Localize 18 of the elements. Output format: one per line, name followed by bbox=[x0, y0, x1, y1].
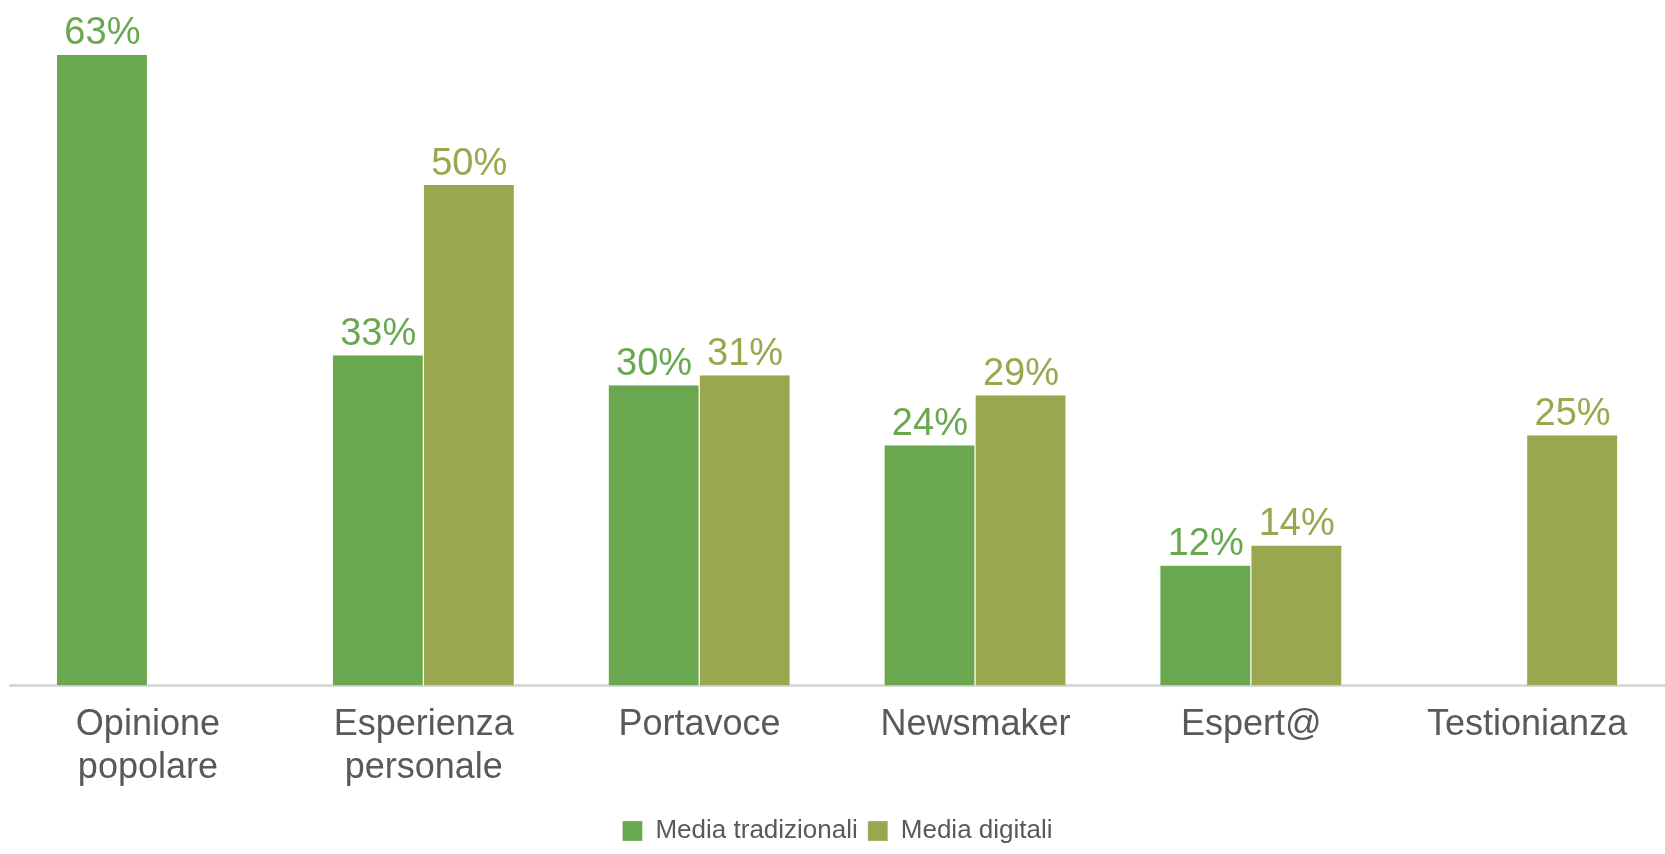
data-label: 50% bbox=[431, 140, 508, 183]
legend-label: Media digitali bbox=[900, 814, 1053, 845]
data-label: 33% bbox=[340, 310, 417, 353]
data-label: 30% bbox=[616, 340, 693, 383]
x-tick-label: Testionianza bbox=[1427, 702, 1629, 744]
data-label: 24% bbox=[891, 400, 968, 443]
x-tick-label: Opinione popolare bbox=[75, 702, 220, 787]
x-tick-label: Espert@ bbox=[1180, 702, 1322, 744]
x-tick-label: Newsmaker bbox=[880, 702, 1071, 744]
data-label: 25% bbox=[1534, 390, 1611, 433]
x-tick-label: Esperienza personale bbox=[333, 702, 515, 787]
data-label: 29% bbox=[982, 350, 1059, 393]
data-label: 14% bbox=[1258, 500, 1335, 543]
data-label: 63% bbox=[64, 10, 141, 53]
data-label: 12% bbox=[1167, 520, 1244, 563]
legend-label: Media tradizionali bbox=[655, 814, 858, 845]
data-label: 31% bbox=[707, 330, 784, 373]
x-tick-label: Portavoce bbox=[618, 702, 781, 744]
